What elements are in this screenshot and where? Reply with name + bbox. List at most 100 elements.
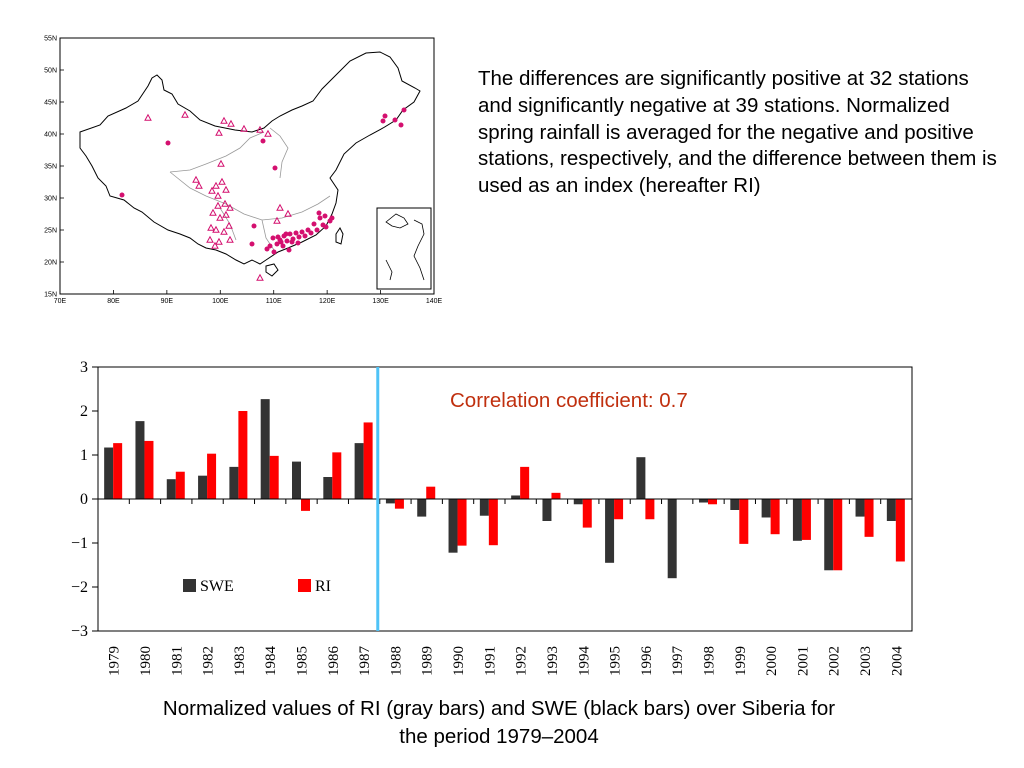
positive-station-marker (271, 249, 277, 255)
bar-swe-1994 (573, 499, 583, 505)
negative-station-marker (256, 125, 264, 133)
positive-station-marker (295, 240, 301, 246)
negative-station-marker (214, 201, 222, 209)
bar-swe-1987 (354, 443, 364, 499)
bar-swe-1990 (448, 499, 458, 553)
positive-station-marker (296, 234, 302, 240)
station-map: 55N 50N 45N 40N 35N 30N 25N 20N 15N 70E 80E 90E 100… (44, 36, 443, 306)
legend-label-ri: RI (315, 578, 331, 595)
negative-station-marker (264, 129, 272, 137)
positive-station-marker (398, 122, 404, 128)
x-tick-label: 1998 (702, 646, 718, 676)
positive-station-marker (401, 107, 407, 113)
bar-ri-1983 (238, 411, 248, 499)
negative-station-marker (215, 128, 223, 136)
bar-swe-1999 (730, 499, 740, 510)
positive-station-marker (270, 235, 276, 241)
bar-ri-1986 (332, 452, 342, 499)
bar-ri-1981 (175, 471, 185, 499)
legend-label-swe: SWE (200, 578, 234, 595)
x-tick-label: 1992 (514, 646, 530, 676)
bar-swe-1981 (166, 479, 176, 499)
positive-station-marker (308, 230, 314, 236)
bar-swe-1997 (667, 499, 677, 579)
bar-ri-1996 (645, 499, 655, 520)
x-tick-label: 1993 (545, 646, 561, 676)
x-tick-label: 2002 (827, 646, 843, 676)
bar-ri-1985 (301, 499, 310, 511)
lon-label: 140E (426, 298, 443, 305)
bar-swe-1993 (542, 499, 552, 521)
negative-station-marker (214, 191, 222, 199)
positive-station-marker (299, 229, 305, 235)
bar-swe-2003 (855, 499, 865, 517)
positive-station-marker (314, 227, 320, 233)
negative-station-marker (206, 235, 214, 243)
positive-station-marker (322, 213, 328, 219)
positive-station-marker (284, 238, 290, 244)
negative-station-marker (216, 213, 224, 221)
y-tick-label: 2 (80, 403, 88, 420)
y-tick-label: −3 (71, 623, 88, 640)
correlation-annotation: Correlation coefficient: 0.7 (450, 389, 688, 412)
x-tick-label: 1987 (357, 646, 373, 677)
negative-station-marker (276, 203, 284, 211)
lat-label: 15N (44, 292, 57, 299)
lat-label: 55N (44, 36, 57, 43)
positive-station-marker (323, 224, 329, 230)
bar-swe-1979 (104, 447, 114, 499)
figure-caption: Normalized values of RI (gray bars) and … (60, 695, 938, 751)
y-tick-label: 3 (80, 359, 88, 376)
bar-ri-1992 (520, 466, 530, 499)
positive-station-marker (289, 239, 295, 245)
positive-station-marker (317, 215, 323, 221)
bar-ri-1991 (488, 499, 498, 546)
x-tick-label: 1995 (608, 646, 624, 676)
station-markers (119, 107, 407, 281)
bar-ri-1990 (457, 499, 467, 546)
negative-station-marker (284, 209, 292, 217)
bar-swe-1988 (385, 499, 395, 504)
bar-ri-2001 (801, 499, 811, 540)
positive-station-marker (287, 231, 293, 237)
positive-station-marker (249, 241, 255, 247)
x-tick-label: 1982 (201, 646, 217, 676)
x-tick-label: 2000 (764, 646, 780, 676)
negative-station-marker (227, 119, 235, 127)
bar-swe-1984 (260, 399, 270, 499)
lat-label: 45N (44, 100, 57, 107)
positive-station-marker (272, 165, 278, 171)
negative-station-marker (181, 110, 189, 118)
bar-ri-1998 (708, 499, 717, 505)
latitude-labels: 55N 50N 45N 40N 35N 30N 25N 20N 15N (44, 36, 64, 299)
negative-station-marker (220, 227, 228, 235)
lat-label: 50N (44, 68, 57, 75)
china-outline (79, 51, 421, 265)
province-boundaries (169, 127, 331, 251)
positive-station-marker (251, 223, 257, 229)
negative-station-marker (221, 199, 229, 207)
bar-ri-2000 (770, 499, 780, 535)
lon-label: 120E (319, 298, 336, 305)
negative-station-marker (209, 208, 217, 216)
positive-station-marker (264, 246, 270, 252)
bar-ri-2003 (864, 499, 874, 537)
x-tick-label: 1983 (232, 646, 248, 676)
y-tick-label: −1 (71, 535, 88, 552)
negative-station-marker (225, 221, 233, 229)
negative-station-marker (226, 235, 234, 243)
x-tick-label: 1996 (639, 646, 655, 677)
negative-station-marker (192, 175, 200, 183)
bar-swe-1986 (323, 477, 333, 499)
lat-label: 40N (44, 132, 57, 139)
positive-station-marker (260, 138, 266, 144)
positive-station-marker (277, 237, 283, 243)
bar-ri-1982 (207, 453, 217, 499)
taiwan-outline (335, 227, 344, 245)
negative-station-marker (222, 185, 230, 193)
negative-station-marker (195, 181, 203, 189)
x-axis: 1979 1980 1981 1982 1983 1984 1985 1986 1987 1988… (107, 499, 913, 677)
negative-station-marker (273, 216, 281, 224)
negative-station-marker (212, 225, 220, 233)
